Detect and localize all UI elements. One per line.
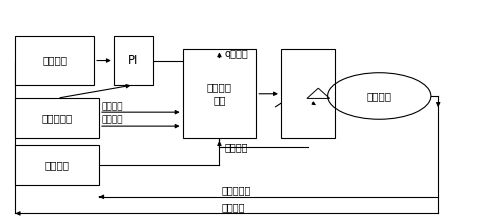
Bar [114,36,153,85]
Bar [15,145,99,185]
Text: 实时速度: 实时速度 [102,102,123,111]
Text: 电流控制
模块: 电流控制 模块 [207,82,232,105]
Text: 响应电流: 响应电流 [224,142,248,152]
Text: 增量编码器: 增量编码器 [41,113,73,123]
Text: 编码计数: 编码计数 [222,202,246,212]
Text: 速度指令: 速度指令 [42,56,67,66]
Text: PI: PI [128,54,139,67]
Text: 转换模块: 转换模块 [45,160,70,170]
Bar [15,98,99,138]
Bar [182,50,256,138]
Text: 传感器电压: 传感器电压 [222,186,251,196]
Text: q轴电流: q轴电流 [224,49,248,59]
Bar [15,36,94,85]
Bar [281,50,335,138]
Text: 被控电机: 被控电机 [367,91,392,101]
Text: 实时位置: 实时位置 [102,116,123,125]
